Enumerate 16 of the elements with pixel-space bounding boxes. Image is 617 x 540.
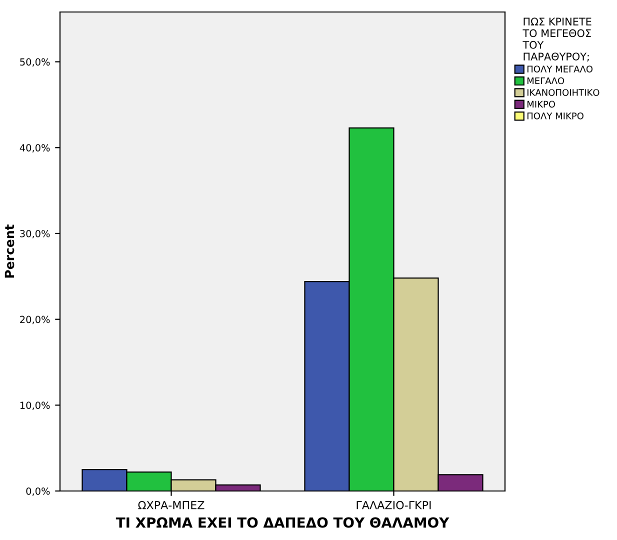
y-axis-title: Percent [4,224,14,278]
x-axis-title: ΤΙ ΧΡΩΜΑ ΕΧΕΙ ΤΟ ΔΑΠΕΔΟ ΤΟΥ ΘΑΛΑΜΟΥ [116,517,450,528]
legend-label: ΠΟΛΥ ΜΙΚΡΟ [527,112,584,120]
x-tick-label: ΩΧΡΑ-ΜΠΕΖ [138,500,204,510]
y-tick-label: 50,0% [20,58,50,67]
x-tick-label: ΓΑΛΑΖΙΟ-ΓΚΡΙ [356,500,431,510]
y-tick-label: 0,0% [26,487,50,496]
legend-label: ΜΕΓΑΛΟ [527,77,564,84]
y-tick-label: 40,0% [20,144,50,152]
legend-label: ΠΟΛΥ ΜΕΓΑΛΟ [527,66,593,72]
y-tick-label: 30,0% [20,230,50,238]
y-tick-label: 10,0% [20,402,50,410]
legend-label: ΜΙΚΡΟ [527,100,556,108]
y-tick-label: 20,0% [20,316,50,324]
legend-title: ΠΩΣ ΚΡΙΝΕΤΕ ΤΟ ΜΕΓΕΘΟΣ ΤΟΥ ΠΑΡΑΘΥΡΟΥ; [522,18,592,62]
legend-label: ΙΚΑΝΟΠΟΙΗΤΙΚΟ [527,89,600,96]
